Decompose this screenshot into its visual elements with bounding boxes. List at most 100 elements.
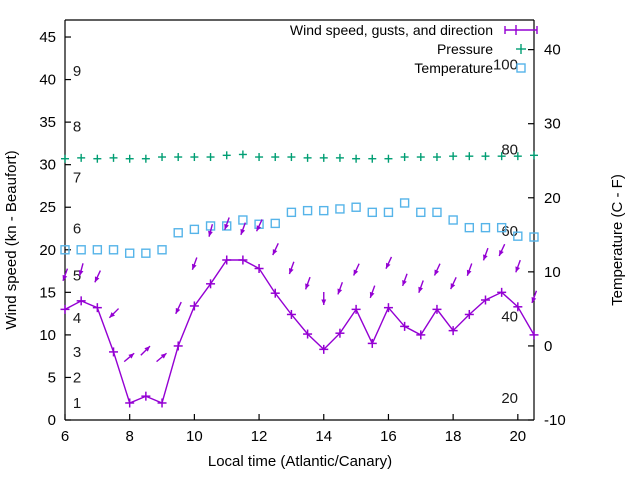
- wind-direction-arrow-icon: [175, 301, 182, 315]
- arrow-head: [144, 346, 150, 352]
- y-tick-label: 45: [39, 29, 56, 46]
- temperature-point: [238, 215, 248, 225]
- wind-speed-point: [432, 304, 442, 314]
- arrow-head: [466, 269, 472, 276]
- wind-direction-arrow-icon: [208, 223, 214, 237]
- wind-direction-arrow-icon: [385, 256, 393, 270]
- wind-speed-point: [303, 329, 313, 339]
- chart-legend: Wind speed, gusts, and direction Pressure…: [290, 22, 538, 76]
- pressure-point: [158, 153, 167, 162]
- series-wind-speed: [60, 217, 539, 408]
- beaufort-label: 7: [73, 169, 81, 186]
- temperature-point: [302, 205, 313, 216]
- pressure-point: [287, 153, 296, 162]
- legend-label: Temperature: [414, 60, 493, 76]
- arrow-head: [385, 262, 391, 269]
- wind-speed-point: [222, 255, 232, 265]
- wind-direction-arrow-icon: [337, 281, 344, 295]
- legend-marker: [516, 44, 526, 54]
- wind-speed-point: [335, 328, 345, 338]
- wind-speed-point: [367, 338, 377, 348]
- y-tick-label: 10: [39, 327, 56, 344]
- y-axis-title: Wind speed (kn - Beaufort): [3, 150, 20, 329]
- fahrenheit-label: 100: [493, 56, 518, 73]
- temperature-point: [351, 202, 361, 212]
- wind-direction-arrow-icon: [466, 263, 473, 276]
- arrow-head: [160, 353, 167, 359]
- wind-speed-point: [400, 321, 410, 331]
- beaufort-label: 2: [73, 369, 81, 386]
- wind-direction-arrow-icon: [498, 243, 506, 257]
- wind-direction-arrow-icon: [369, 285, 376, 299]
- temperature-point: [222, 221, 232, 231]
- temperature-point: [464, 222, 475, 233]
- beaufort-scale-labels: 1 2 3 4 5 6 7 8 9: [73, 63, 81, 412]
- wind-speed-point: [254, 264, 264, 274]
- series-temperature: [60, 198, 539, 258]
- temperature-point: [173, 228, 183, 238]
- series-pressure: [61, 150, 538, 163]
- x-axis-title: Local time (Atlantic/Canary): [208, 453, 392, 470]
- wind-speed-point: [480, 295, 490, 305]
- y2-axis-ticks: -10 0 10 20 30 40: [528, 42, 566, 429]
- y2-tick-label: 0: [544, 338, 552, 355]
- temperature-point: [367, 207, 377, 218]
- pressure-point: [255, 153, 264, 162]
- arrow-head: [434, 269, 440, 276]
- wind-direction-arrow-icon: [401, 273, 408, 287]
- temperature-point: [383, 207, 394, 218]
- x-tick-label: 12: [251, 428, 268, 445]
- temperature-point: [335, 204, 345, 214]
- pressure-point: [416, 153, 425, 162]
- temperature-point: [432, 207, 442, 218]
- arrow-head: [191, 263, 197, 270]
- pressure-point: [449, 152, 458, 161]
- y-tick-label: 35: [39, 114, 56, 131]
- wind-speed-point: [109, 347, 119, 357]
- temperature-point: [76, 245, 86, 255]
- wind-speed-point: [173, 341, 183, 351]
- y-tick-label: 15: [39, 284, 56, 301]
- pressure-point: [77, 153, 86, 162]
- y-tick-label: 5: [48, 369, 56, 386]
- x-tick-label: 8: [126, 428, 134, 445]
- square-icon: [516, 63, 526, 73]
- wind-direction-arrow-icon: [156, 352, 167, 363]
- arrow-head: [483, 254, 488, 261]
- x-axis-ticks: 6 8 10 12 14 16 18 20: [61, 414, 526, 445]
- pressure-point: [109, 153, 118, 162]
- wind-direction-arrow-icon: [482, 247, 489, 261]
- wind-speed-point: [383, 303, 393, 313]
- y2-tick-label: 10: [544, 264, 561, 281]
- wind-direction-arrow-icon: [515, 259, 521, 273]
- temperature-point: [529, 232, 539, 242]
- legend-marker: [504, 25, 538, 35]
- temperature-point: [270, 218, 280, 229]
- arrow-head: [208, 230, 213, 237]
- wind-speed-point: [125, 398, 135, 408]
- wind-direction-arrow-icon: [224, 217, 230, 230]
- temperature-point: [157, 245, 167, 255]
- arrow-head: [418, 286, 423, 293]
- pressure-point: [432, 153, 441, 162]
- temperature-point: [124, 248, 135, 258]
- arrow-head: [402, 279, 407, 286]
- y-tick-label: 30: [39, 157, 56, 174]
- temperature-point: [60, 245, 70, 255]
- wind-speed-point: [60, 304, 70, 314]
- arrow-head: [175, 307, 181, 314]
- wind-direction-arrow-icon: [62, 268, 69, 282]
- y2-axis-title: Temperature (C - F): [609, 174, 626, 306]
- wind-speed-point: [157, 398, 167, 408]
- wind-direction-arrow-icon: [78, 263, 84, 277]
- legend-label: Pressure: [437, 41, 493, 57]
- wind-speed-point: [497, 287, 507, 297]
- wind-speed-point: [416, 330, 426, 340]
- arrow-head: [240, 228, 246, 235]
- wind-direction-arrow-icon: [108, 308, 120, 319]
- arrow-head: [450, 283, 456, 290]
- pressure-point: [141, 154, 150, 163]
- arrow-head: [78, 269, 84, 276]
